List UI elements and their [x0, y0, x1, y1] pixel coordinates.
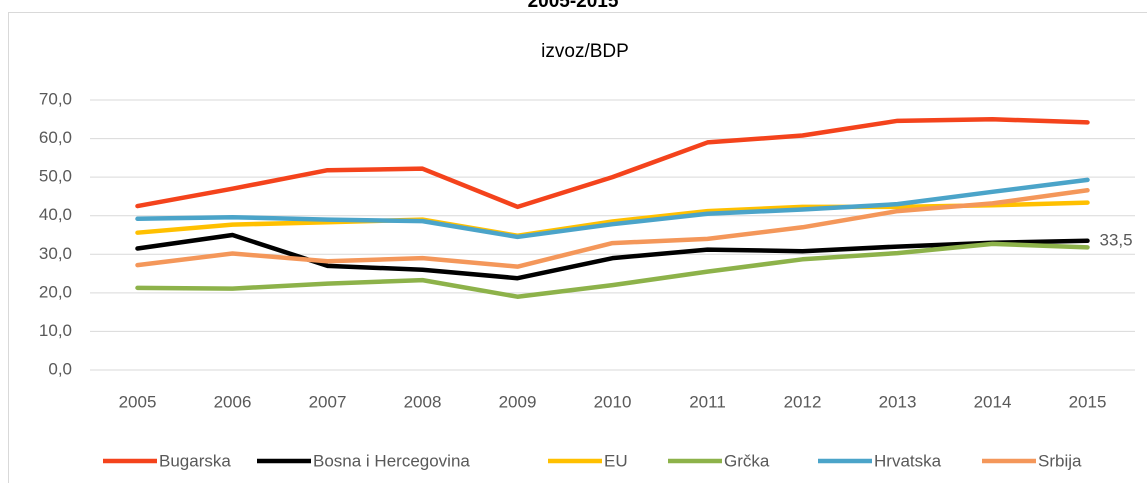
- x-tick-label: 2005: [119, 392, 157, 411]
- x-tick-label: 2012: [784, 392, 822, 411]
- chart-title: izvoz/BDP: [541, 41, 629, 62]
- x-tick-label: 2007: [309, 392, 347, 411]
- legend-label: Bugarska: [159, 451, 231, 470]
- x-tick-label: 2009: [499, 392, 537, 411]
- x-tick-label: 2013: [879, 392, 917, 411]
- series-line: [135, 241, 1090, 299]
- legend-label: Bosna i Hercegovina: [313, 451, 470, 470]
- y-tick-label: 40,0: [39, 205, 72, 224]
- y-tick-label: 60,0: [39, 128, 72, 147]
- y-tick-label: 70,0: [39, 89, 72, 108]
- y-tick-label: 0,0: [48, 359, 72, 378]
- x-tick-label: 2008: [404, 392, 442, 411]
- y-tick-label: 30,0: [39, 244, 72, 263]
- series-line: [135, 232, 1090, 281]
- x-tick-label: 2015: [1069, 392, 1107, 411]
- legend-label: EU: [604, 451, 628, 470]
- chart-border: [8, 12, 1147, 483]
- legend-label: Srbija: [1038, 451, 1082, 470]
- x-tick-label: 2011: [689, 392, 726, 411]
- x-tick-label: 2014: [974, 392, 1012, 411]
- y-tick-label: 20,0: [39, 282, 72, 301]
- data-label: 33,5: [1100, 230, 1133, 249]
- legend-label: Hrvatska: [874, 451, 942, 470]
- series-line: [135, 177, 1090, 240]
- series-line: [135, 188, 1090, 269]
- legend-label: Grčka: [724, 451, 770, 470]
- x-tick-label: 2006: [214, 392, 252, 411]
- x-tick-label: 2010: [594, 392, 632, 411]
- y-tick-label: 50,0: [39, 167, 72, 186]
- chart-header: 2005-2015: [528, 0, 619, 12]
- y-tick-label: 10,0: [39, 321, 72, 340]
- series-line: [135, 117, 1090, 210]
